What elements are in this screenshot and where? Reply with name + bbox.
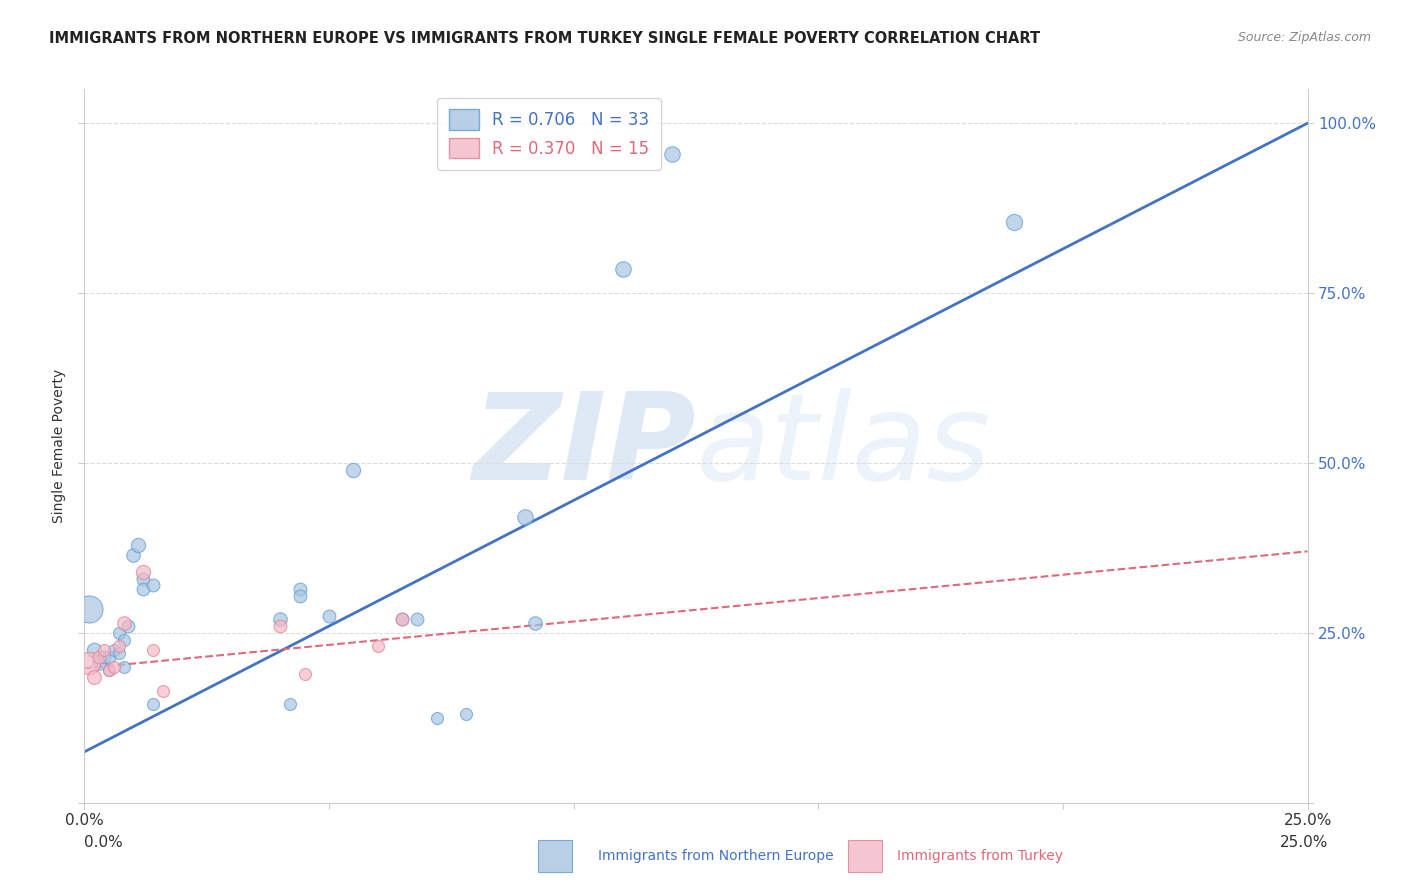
Point [132, 582, 155, 596]
Point [1002, 215, 1025, 229]
Point [117, 619, 139, 633]
Point [269, 619, 291, 633]
Point [294, 666, 316, 681]
Point [454, 707, 477, 722]
FancyBboxPatch shape [848, 840, 882, 872]
Point [112, 632, 135, 647]
Point [142, 698, 165, 712]
Point [288, 589, 311, 603]
Point [367, 640, 389, 654]
Point [112, 615, 135, 630]
Point [406, 612, 429, 626]
Point [77, 657, 100, 671]
Point [278, 698, 301, 712]
Point [391, 612, 413, 626]
Point [391, 612, 413, 626]
Text: IMMIGRANTS FROM NORTHERN EUROPE VS IMMIGRANTS FROM TURKEY SINGLE FEMALE POVERTY : IMMIGRANTS FROM NORTHERN EUROPE VS IMMIG… [49, 31, 1040, 46]
Point [93, 643, 115, 657]
Point [107, 626, 129, 640]
Text: Source: ZipAtlas.com: Source: ZipAtlas.com [1237, 31, 1371, 45]
Point [87, 649, 110, 664]
Point [97, 663, 120, 677]
Point [513, 510, 536, 524]
FancyBboxPatch shape [538, 840, 572, 872]
Point [112, 660, 135, 674]
Point [107, 646, 129, 660]
Text: 25.0%: 25.0% [1281, 836, 1329, 850]
Point [127, 537, 149, 551]
Point [318, 608, 340, 623]
Point [426, 711, 449, 725]
Point [142, 643, 165, 657]
Point [107, 640, 129, 654]
Point [122, 548, 145, 562]
Point [97, 663, 120, 677]
Text: 0.0%: 0.0% [84, 836, 124, 850]
Point [87, 657, 110, 671]
Point [97, 649, 120, 664]
Legend: R = 0.706   N = 33, R = 0.370   N = 15: R = 0.706 N = 33, R = 0.370 N = 15 [437, 97, 661, 169]
Point [142, 578, 165, 592]
Text: ZIP: ZIP [472, 387, 696, 505]
Text: atlas: atlas [696, 387, 991, 505]
Point [83, 643, 105, 657]
Point [93, 649, 115, 664]
Y-axis label: Single Female Poverty: Single Female Poverty [52, 369, 66, 523]
Point [83, 670, 105, 684]
Point [288, 582, 311, 596]
Point [612, 262, 634, 277]
Point [523, 615, 546, 630]
Text: Immigrants from Turkey: Immigrants from Turkey [897, 849, 1063, 863]
Point [152, 683, 174, 698]
Point [132, 565, 155, 579]
Point [342, 463, 364, 477]
Point [269, 612, 291, 626]
Point [77, 602, 100, 616]
Point [103, 660, 125, 674]
Point [103, 643, 125, 657]
Text: Immigrants from Northern Europe: Immigrants from Northern Europe [598, 849, 834, 863]
Point [132, 572, 155, 586]
Point [661, 146, 683, 161]
